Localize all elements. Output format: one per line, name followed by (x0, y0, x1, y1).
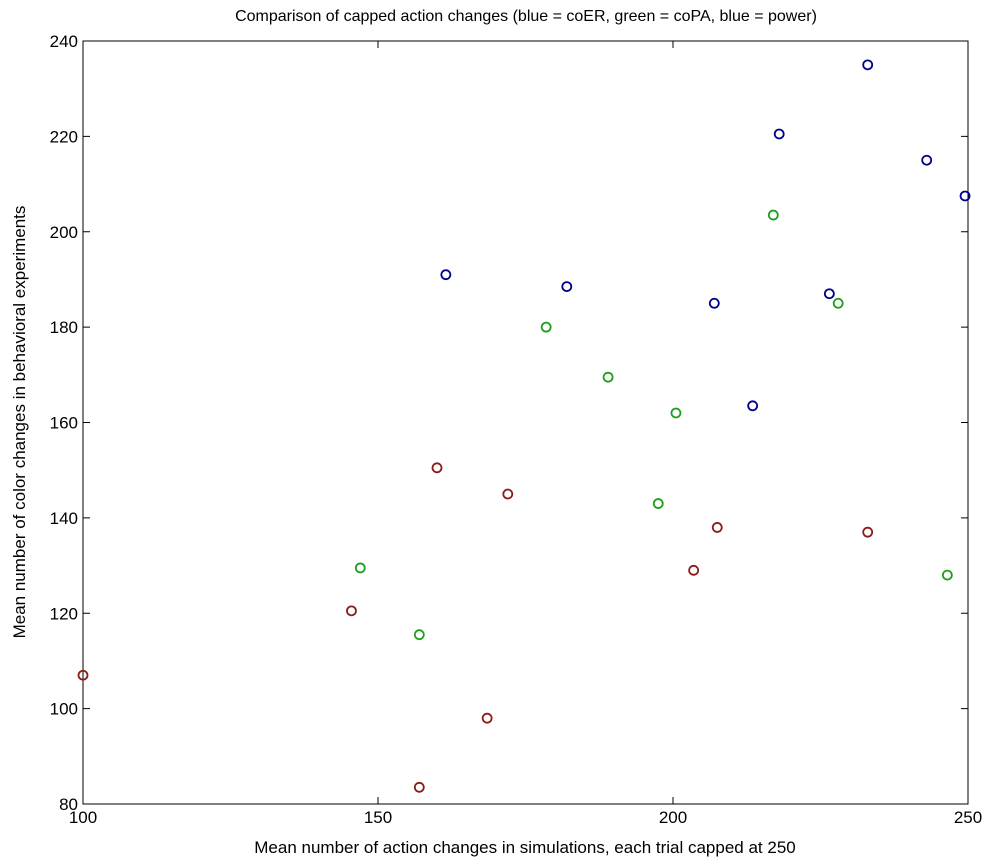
y-tick-label: 140 (50, 509, 78, 528)
data-point (921, 154, 933, 166)
data-point (354, 562, 366, 574)
data-point (413, 781, 425, 793)
plot-area (82, 40, 969, 805)
x-tick-label: 100 (69, 808, 97, 827)
y-tick-label: 240 (50, 32, 78, 51)
data-points (77, 59, 971, 793)
data-point (767, 209, 779, 221)
data-point (440, 269, 452, 281)
data-point (346, 605, 357, 617)
data-point (747, 400, 759, 412)
data-point (708, 297, 720, 309)
data-point (413, 629, 425, 641)
y-tick-label: 100 (50, 700, 78, 719)
data-point (823, 288, 835, 300)
data-point (862, 59, 874, 71)
data-point (502, 488, 514, 500)
data-point (711, 522, 723, 533)
data-point (652, 498, 664, 509)
y-tick-label: 200 (50, 223, 78, 242)
y-tick-label: 220 (50, 127, 78, 146)
y-tick-label: 120 (50, 604, 78, 623)
data-point (481, 712, 493, 724)
data-point (561, 281, 573, 292)
chart-title: Comparison of capped action changes (blu… (235, 8, 817, 25)
y-tick-label: 180 (50, 318, 78, 337)
data-point (941, 569, 953, 581)
data-point (862, 526, 874, 538)
data-point (832, 297, 844, 309)
y-axis-label: Mean number of color changes in behavior… (10, 206, 29, 639)
x-tick-label: 150 (364, 808, 392, 827)
y-tick-label: 160 (50, 414, 78, 433)
data-point (959, 190, 971, 202)
x-tick-label: 250 (954, 808, 982, 827)
data-point (602, 371, 614, 383)
data-point (688, 564, 700, 576)
data-point (540, 321, 552, 333)
data-point (773, 128, 785, 140)
data-point (77, 669, 89, 681)
x-axis-label: Mean number of action changes in simulat… (254, 838, 796, 857)
y-tick-label: 80 (59, 795, 78, 814)
x-tick-label: 200 (659, 808, 687, 827)
data-point (670, 407, 682, 419)
data-point (431, 462, 443, 474)
